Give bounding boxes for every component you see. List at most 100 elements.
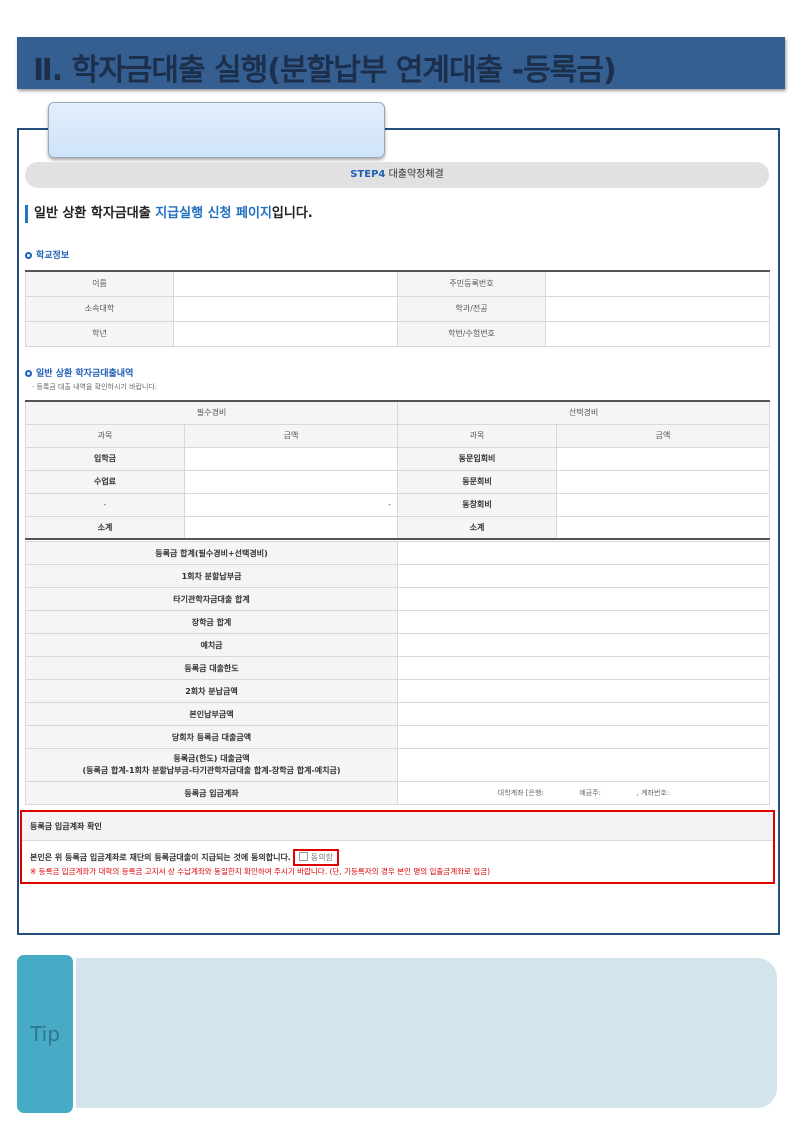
summary-value — [397, 564, 770, 588]
summary-label: 1회차 분할납부금 — [25, 564, 398, 588]
group-header: 필수경비 — [24, 400, 399, 425]
section-title: 일반 상환 학자금대출내역 — [36, 369, 134, 379]
value-student-id — [545, 320, 770, 347]
group-header: 선택경비 — [397, 400, 771, 425]
value-name — [173, 270, 398, 297]
section-loan-details: 일반 상환 학자금대출내역 — [25, 366, 133, 379]
column-header-row: 과목 금액 과목 금액 — [25, 423, 771, 448]
table-row: 이름 주민등록번호 — [25, 270, 770, 297]
summary-value — [397, 587, 770, 611]
tip-label: Tip — [17, 955, 73, 1113]
item-label: 동문회비 — [397, 469, 558, 494]
checkbox-icon[interactable] — [298, 852, 308, 861]
table-row: 등록금 합계(필수경비+선택경비) — [25, 541, 770, 565]
summary-label: 2회차 분납금액 — [25, 679, 398, 703]
section-note: · 등록금 대출 내역을 확인하시기 바랍니다. — [32, 383, 158, 391]
label-resident-number: 주민등록번호 — [397, 270, 546, 297]
table-row: 소속대학 학과/전공 — [25, 295, 770, 322]
summary-value — [397, 725, 770, 749]
label-name: 이름 — [25, 270, 174, 297]
table-row: 타기관학자금대출 합계 — [25, 587, 770, 611]
label-grade: 학년 — [25, 320, 174, 347]
heading-part2: 입니다. — [271, 206, 313, 221]
subtotal-row: 소계 소계 — [25, 515, 771, 540]
summary-value — [397, 541, 770, 565]
step-title: 대출약정체결 — [388, 169, 444, 180]
summary-label: 등록금 합계(필수경비+선택경비) — [25, 541, 398, 565]
heading-part1: 일반 상환 학자금대출 — [34, 206, 156, 221]
loan-amount-title: 등록금(한도) 대출금액 — [173, 754, 250, 763]
section-title: 학교정보 — [36, 251, 70, 261]
content-frame — [17, 128, 780, 935]
confirmation-title: 등록금 입금계좌 확인 — [22, 812, 773, 841]
table-row: 등록금 입금계좌 대학계좌 [은행: 예금주: , 계좌번호: — [25, 781, 770, 805]
agree-checkbox-label: 동의함 — [310, 853, 333, 862]
item-amount — [183, 446, 399, 471]
expense-table: 필수경비 선택경비 과목 금액 과목 금액 입학금 동문입회비 수업료 동문회비… — [24, 400, 771, 540]
summary-value — [397, 656, 770, 680]
table-row: 입학금 동문입회비 — [25, 446, 771, 471]
loan-amount-label: 등록금(한도) 대출금액 (등록금 합계-1회차 분할납부금-타기관학자금대출 … — [25, 748, 398, 782]
subtotal-label: 소계 — [397, 515, 558, 540]
summary-value — [397, 679, 770, 703]
bullet-circle-icon — [25, 370, 32, 377]
table-row: 본인납부금액 — [25, 702, 770, 726]
group-header-row: 필수경비 선택경비 — [24, 400, 771, 425]
table-row: 1회차 분할납부금 — [25, 564, 770, 588]
loan-summary-table: 등록금 합계(필수경비+선택경비) 1회차 분할납부금 타기관학자금대출 합계 … — [25, 541, 770, 805]
item-label: 동문입회비 — [397, 446, 558, 471]
table-row: 당회차 등록금 대출금액 — [25, 725, 770, 749]
column-header: 금액 — [556, 423, 771, 448]
confirmation-line: 본인은 위 등록금 입금계좌로 재단의 등록금대출이 지급되는 것에 동의합니다… — [30, 849, 339, 866]
value-resident-number — [545, 270, 770, 297]
column-header: 금액 — [183, 423, 399, 448]
account-label: 등록금 입금계좌 — [25, 781, 398, 805]
label-student-id: 학번/수험번호 — [397, 320, 546, 347]
table-row: 수업료 동문회비 — [25, 469, 771, 494]
summary-value — [397, 702, 770, 726]
agree-checkbox[interactable]: 동의함 — [292, 849, 339, 866]
summary-label: 등록금 대출한도 — [25, 656, 398, 680]
table-row: 장학금 합계 — [25, 610, 770, 634]
item-label: 동창회비 — [397, 492, 558, 517]
school-info-table: 이름 주민등록번호 소속대학 학과/전공 학년 학번/수험번호 — [25, 270, 770, 347]
item-label: - — [25, 492, 185, 517]
frame-tab — [48, 102, 385, 158]
item-amount — [556, 446, 771, 471]
title-banner: Ⅱ. 학자금대출 실행(분할납부 연계대출 -등록금) — [17, 37, 785, 89]
table-row: - - 동창회비 — [25, 492, 771, 517]
confirmation-text: 본인은 위 등록금 입금계좌로 재단의 등록금대출이 지급되는 것에 동의합니다… — [30, 853, 291, 862]
table-row: 등록금(한도) 대출금액 (등록금 합계-1회차 분할납부금-타기관학자금대출 … — [25, 748, 770, 782]
table-row: 2회차 분납금액 — [25, 679, 770, 703]
step-bar: STEP4 대출약정체결 — [25, 162, 769, 188]
summary-label: 당회차 등록금 대출금액 — [25, 725, 398, 749]
warning-text: ※ 등록금 입금계좌가 대학의 등록금 고지서 상 수납계좌와 동일한지 확인하… — [30, 867, 491, 876]
heading-highlight: 지급실행 신청 페이지 — [155, 206, 272, 221]
value-university — [173, 295, 398, 322]
item-amount — [183, 469, 399, 494]
label-university: 소속대학 — [25, 295, 174, 322]
bullet-circle-icon — [25, 252, 32, 259]
loan-amount-formula: (등록금 합계-1회차 분할납부금-타기관학자금대출 합계-장학금 합계-예치금… — [82, 766, 341, 775]
column-header: 과목 — [397, 423, 558, 448]
account-value: 대학계좌 [은행: 예금주: , 계좌번호: — [397, 781, 770, 805]
table-row: 등록금 대출한도 — [25, 656, 770, 680]
item-label: 입학금 — [25, 446, 185, 471]
summary-value — [397, 610, 770, 634]
summary-label: 타기관학자금대출 합계 — [25, 587, 398, 611]
item-amount — [556, 469, 771, 494]
table-row: 학년 학번/수험번호 — [25, 320, 770, 347]
column-header: 과목 — [25, 423, 185, 448]
item-label: 수업료 — [25, 469, 185, 494]
summary-label: 본인납부금액 — [25, 702, 398, 726]
page-heading: 일반 상환 학자금대출 지급실행 신청 페이지입니다. — [25, 205, 313, 223]
subtotal-amount — [183, 515, 399, 540]
item-amount — [556, 492, 771, 517]
account-confirmation-box: 등록금 입금계좌 확인 본인은 위 등록금 입금계좌로 재단의 등록금대출이 지… — [20, 810, 775, 884]
value-grade — [173, 320, 398, 347]
subtotal-label: 소계 — [25, 515, 185, 540]
tip-panel — [76, 958, 777, 1108]
table-row: 예치금 — [25, 633, 770, 657]
summary-label: 장학금 합계 — [25, 610, 398, 634]
summary-label: 예치금 — [25, 633, 398, 657]
